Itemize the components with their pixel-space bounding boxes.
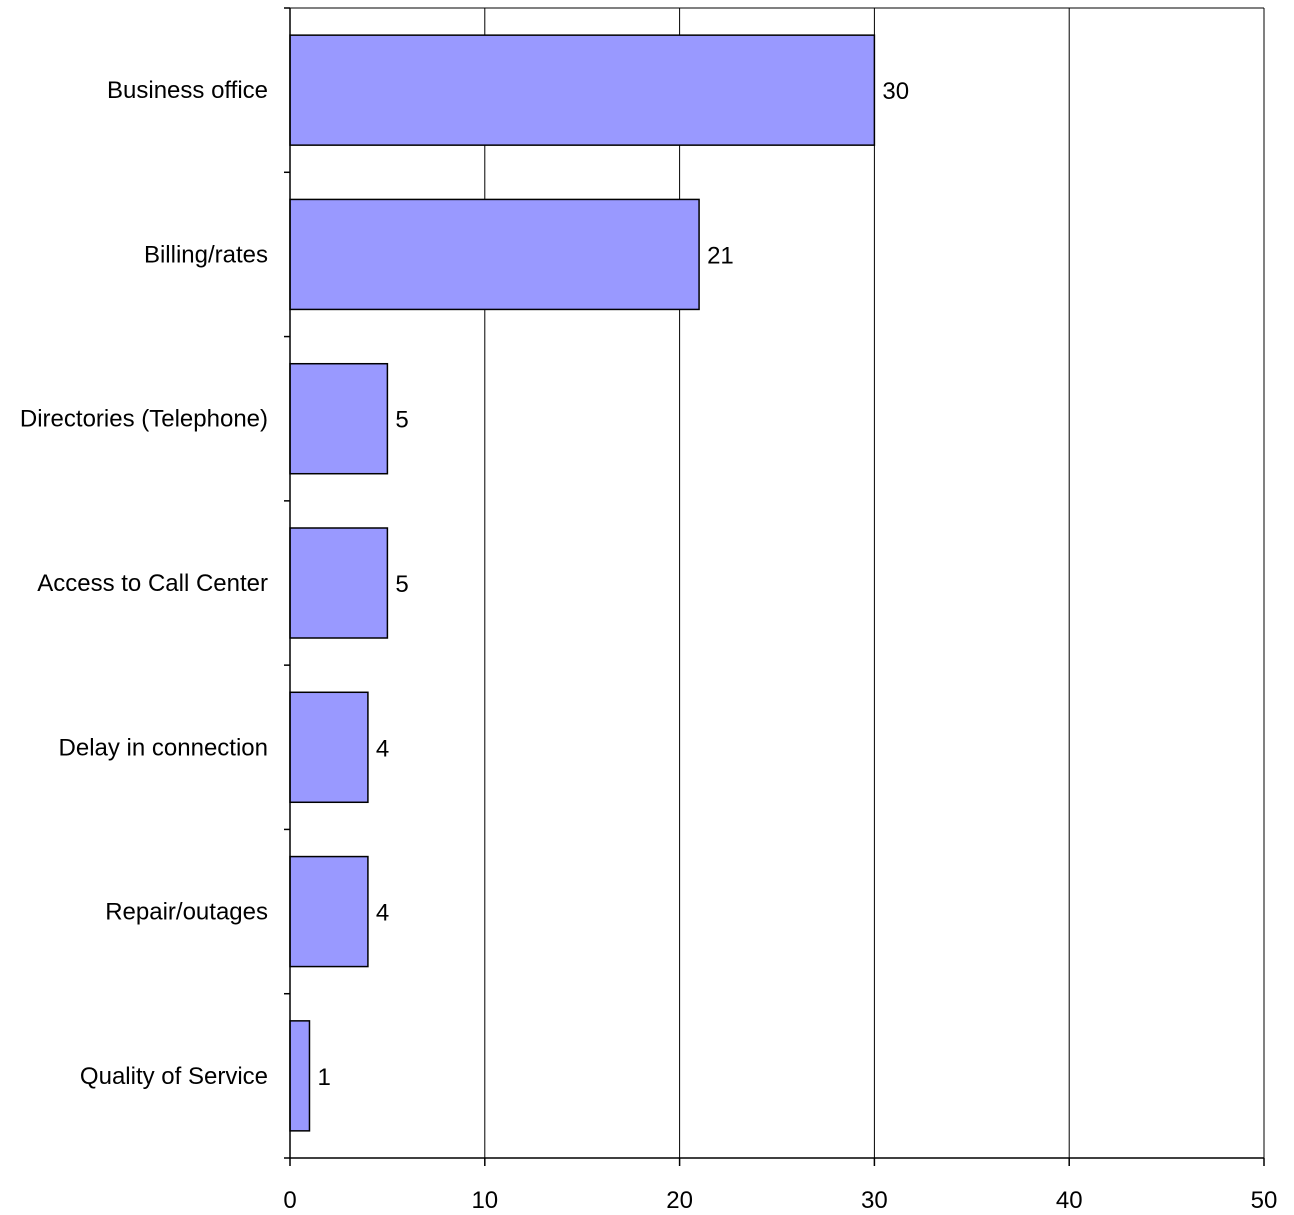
data-label: 1 bbox=[317, 1064, 330, 1091]
data-label: 4 bbox=[376, 735, 389, 762]
bar bbox=[289, 1020, 311, 1132]
x-tick-label: 20 bbox=[666, 1187, 693, 1214]
category-label: Access to Call Center bbox=[37, 570, 268, 597]
bar bbox=[289, 527, 389, 639]
category-label: Directories (Telephone) bbox=[20, 406, 268, 433]
x-tick-label: 10 bbox=[471, 1187, 498, 1214]
category-label: Billing/rates bbox=[144, 241, 268, 268]
x-tick-label: 50 bbox=[1251, 1187, 1278, 1214]
category-label: Repair/outages bbox=[105, 899, 268, 926]
category-label: Quality of Service bbox=[80, 1063, 268, 1090]
bar bbox=[289, 855, 369, 968]
x-tick-label: 40 bbox=[1056, 1187, 1083, 1214]
bar bbox=[289, 691, 369, 804]
category-label: Delay in connection bbox=[59, 734, 268, 761]
bar bbox=[289, 34, 876, 146]
data-label: 21 bbox=[707, 242, 734, 269]
x-tick-label: 0 bbox=[283, 1187, 296, 1214]
data-label: 4 bbox=[376, 900, 389, 927]
x-tick-label: 30 bbox=[861, 1187, 888, 1214]
axes bbox=[284, 7, 1265, 1166]
data-label: 5 bbox=[395, 407, 408, 434]
labels: 0 10 20 30 40 50 Business office 30 Billing/rate… bbox=[20, 77, 1277, 1214]
bar bbox=[289, 198, 700, 311]
category-label: Business office bbox=[107, 77, 268, 104]
bar bbox=[289, 362, 389, 475]
data-label: 30 bbox=[882, 78, 909, 105]
data-label: 5 bbox=[395, 571, 408, 598]
